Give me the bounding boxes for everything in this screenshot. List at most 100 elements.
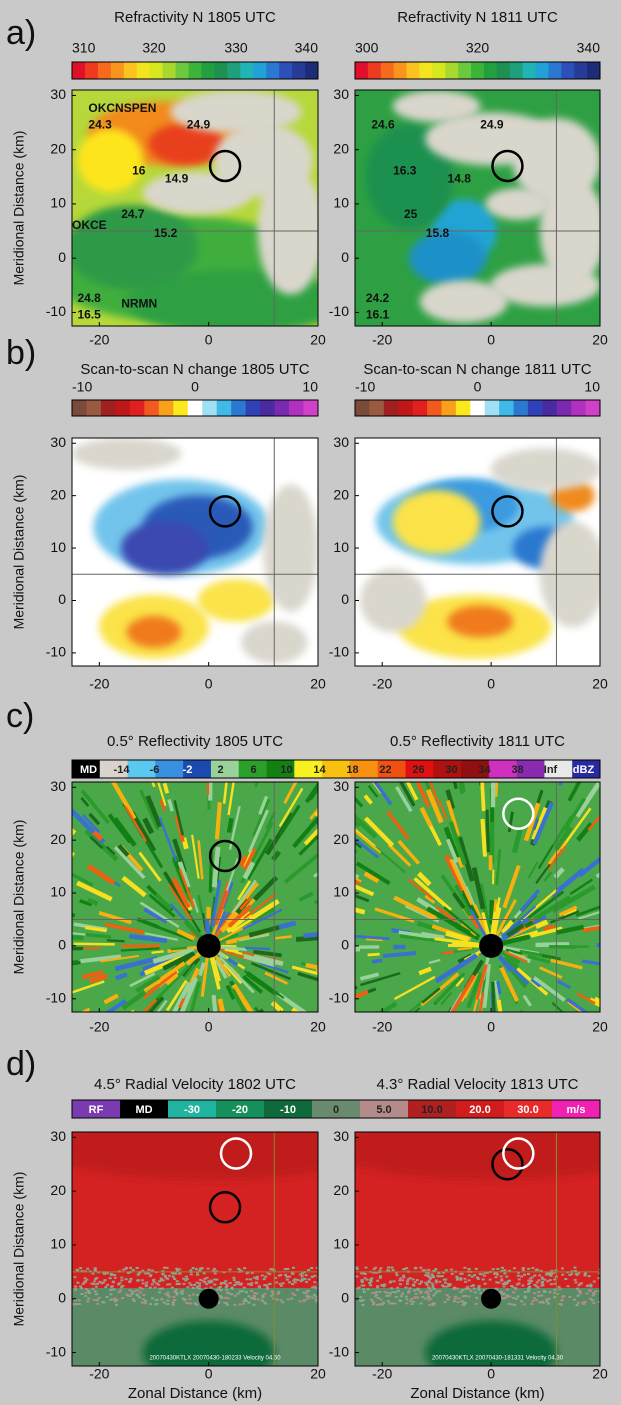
field-speckle (461, 1295, 465, 1298)
field-speckle (362, 1272, 366, 1275)
colorbar-label: -20 (232, 1104, 248, 1116)
field-streak (245, 946, 270, 951)
field-speckle (262, 1301, 266, 1304)
field-streak (426, 906, 464, 932)
x-tick-label: 0 (487, 676, 495, 692)
field-streak (167, 798, 174, 812)
y-tick-label: 30 (333, 86, 349, 102)
field-streak (355, 796, 364, 808)
field-speckle (285, 1275, 289, 1278)
field-speckle (283, 1268, 287, 1271)
y-tick-label: 10 (333, 195, 349, 211)
field-speckle (392, 1280, 396, 1283)
field-speckle (545, 1300, 549, 1303)
field-speckle (72, 1303, 76, 1306)
colorbar-swatch (561, 62, 575, 79)
field-streak (225, 858, 239, 891)
y-tick-label: 10 (50, 195, 66, 211)
station-label: 24.3 (88, 117, 112, 131)
field-speckle (236, 1282, 240, 1285)
colorbar-swatch (238, 760, 268, 778)
field-speckle (173, 1277, 177, 1280)
field-streak (298, 891, 314, 902)
field-speckle (548, 1279, 552, 1282)
field-speckle (531, 1300, 535, 1303)
field-speckle (114, 1299, 118, 1302)
field-speckle (141, 1298, 145, 1301)
colorbar-label: -14 (114, 764, 131, 776)
field-streak (355, 894, 370, 903)
plot-area (354, 437, 601, 667)
field-speckle (296, 1278, 300, 1281)
field-speckle (427, 1280, 431, 1283)
field-speckle (502, 1292, 506, 1295)
field-streak (107, 813, 132, 844)
field (72, 90, 318, 326)
field-speckle (311, 1275, 315, 1278)
colorbar-swatch (516, 760, 545, 778)
field-speckle (432, 1270, 436, 1273)
field-speckle (183, 1299, 187, 1302)
field-speckle (298, 1300, 302, 1303)
field-speckle (120, 1276, 124, 1279)
field-streak (505, 948, 523, 955)
field-speckle (300, 1278, 304, 1281)
field-speckle (359, 1296, 363, 1299)
field-speckle (473, 1274, 477, 1277)
x-tick-label: -20 (372, 332, 392, 348)
field-streak (178, 997, 186, 1009)
field-speckle (232, 1276, 236, 1279)
field-speckle (311, 1286, 315, 1289)
radar-site (196, 933, 221, 958)
field-speckle (209, 1279, 213, 1282)
field-streak (98, 910, 132, 925)
field-speckle (103, 1272, 107, 1275)
plot-area: 20070430KTLX 20070430-181331 Velocity 04… (354, 1131, 601, 1367)
field-speckle (433, 1292, 437, 1295)
field-speckle (467, 1279, 471, 1282)
field-speckle (176, 1269, 180, 1272)
field-speckle (155, 1302, 159, 1305)
field-speckle (505, 1294, 509, 1297)
field-streak (443, 854, 466, 892)
field-speckle (128, 1289, 132, 1292)
field-speckle (369, 1280, 373, 1283)
field-streak (567, 782, 582, 802)
field-speckle (393, 1302, 397, 1305)
field-streak (496, 999, 503, 1012)
field-speckle (148, 1303, 152, 1306)
field-speckle (507, 1279, 511, 1282)
field-speckle (475, 1276, 479, 1279)
station-label: OKCE (72, 218, 107, 232)
field-streak (303, 827, 318, 846)
field-speckle (268, 1282, 272, 1285)
field-speckle (316, 1283, 318, 1286)
field-streak (211, 994, 218, 1012)
colorbar-swatch (84, 62, 99, 79)
field-speckle (573, 1298, 577, 1301)
station-label: 16.1 (366, 307, 390, 321)
field-speckle (432, 1287, 436, 1290)
field-speckle (444, 1269, 448, 1272)
colorbar-swatch (445, 62, 459, 79)
colorbar-label: MD (80, 764, 97, 776)
field-speckle (162, 1266, 166, 1269)
field-speckle (543, 1278, 547, 1281)
field-speckle (114, 1303, 118, 1306)
field-speckle (391, 1291, 395, 1294)
field-speckle (463, 1301, 467, 1304)
field-streak (176, 928, 196, 941)
field-speckle (307, 1295, 311, 1298)
field-streak (475, 964, 488, 1000)
field-speckle (247, 1301, 251, 1304)
field-speckle (144, 1284, 148, 1287)
field-speckle (430, 1282, 434, 1285)
field (355, 438, 600, 666)
field-speckle (247, 1283, 251, 1286)
field-speckle (408, 1287, 412, 1290)
field-speckle (459, 1291, 463, 1294)
x-tick-label: 20 (310, 332, 326, 348)
field-speckle (577, 1272, 581, 1275)
field-speckle (255, 1277, 259, 1280)
highlight-circle (491, 1148, 524, 1181)
